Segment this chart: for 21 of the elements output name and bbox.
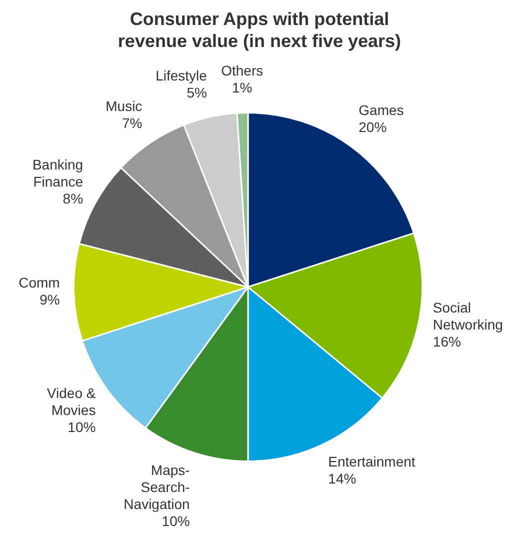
data-label: 9%	[40, 291, 60, 308]
data-label: 20%	[358, 118, 387, 135]
data-label: 5%	[186, 84, 207, 101]
data-label: 7%	[122, 115, 142, 132]
slice-label: Lifestyle	[156, 68, 208, 84]
data-label: 1%	[232, 80, 252, 96]
data-label: 8%	[62, 190, 84, 206]
slice-label: Games	[358, 102, 404, 118]
slice-label: Social Networking	[432, 299, 503, 332]
slice-label: Comm	[18, 274, 60, 290]
slice-label: Video & Movies	[46, 385, 96, 418]
slice-label: Music	[106, 98, 142, 114]
data-label: 10%	[162, 513, 190, 530]
data-label: 10%	[68, 419, 96, 435]
slice-label: Others	[221, 62, 264, 79]
slice-label: Maps-Search-Navigation	[124, 462, 190, 512]
slice-label: Banking Finance	[32, 156, 84, 190]
chart-title: Consumer Apps with potential revenue value (in next five years)	[116, 8, 402, 52]
data-label: 16%	[432, 333, 461, 350]
data-label: 14%	[328, 470, 356, 487]
slice-label: Entertainment	[328, 454, 416, 470]
